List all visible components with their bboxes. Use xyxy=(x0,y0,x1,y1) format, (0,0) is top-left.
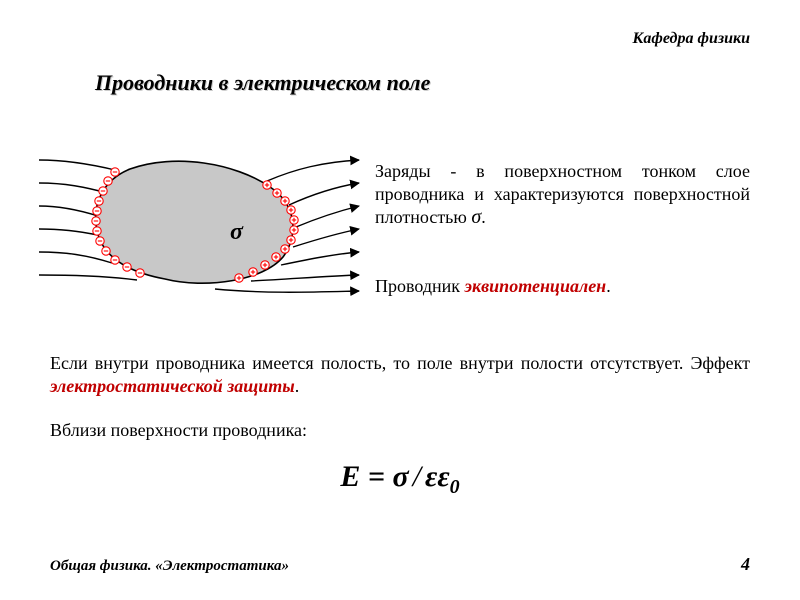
p2b: . xyxy=(606,276,611,296)
p2a: Проводник xyxy=(375,276,465,296)
p1b: . xyxy=(481,207,486,227)
p3b: . xyxy=(295,376,300,396)
footer-course: Общая физика. «Электростатика» xyxy=(50,558,289,575)
text-charges: Заряды - в поверхностном тонком слое про… xyxy=(375,160,750,230)
conductor-diagram: σ xyxy=(35,139,365,319)
formula-sub: 0 xyxy=(450,476,460,498)
text-equipotential: Проводник эквипотенциален. xyxy=(375,275,750,298)
formula-E: E xyxy=(340,460,360,493)
sigma-symbol: σ xyxy=(471,206,481,228)
p1a: Заряды - в поверхностном тонком слое про… xyxy=(375,161,750,227)
formula-sigma: σ xyxy=(393,460,409,493)
p3accent: электростатической защиты xyxy=(50,376,295,396)
text-shielding: Если внутри проводника имеется полость, … xyxy=(50,352,750,399)
formula-field: E = σ/εε0 xyxy=(0,460,800,499)
department-label: Кафедра физики xyxy=(633,30,750,48)
svg-text:σ: σ xyxy=(230,219,244,245)
formula-eq: = xyxy=(368,460,385,493)
p2accent: эквипотенциален xyxy=(465,276,607,296)
formula-eps: εε xyxy=(425,460,450,493)
slide-title: Проводники в электрическом поле xyxy=(95,70,430,96)
page-number: 4 xyxy=(741,554,750,575)
formula-div: / xyxy=(413,460,421,493)
text-near-surface: Вблизи поверхности проводника: xyxy=(50,420,750,441)
p3a: Если внутри проводника имеется полость, … xyxy=(50,353,750,373)
